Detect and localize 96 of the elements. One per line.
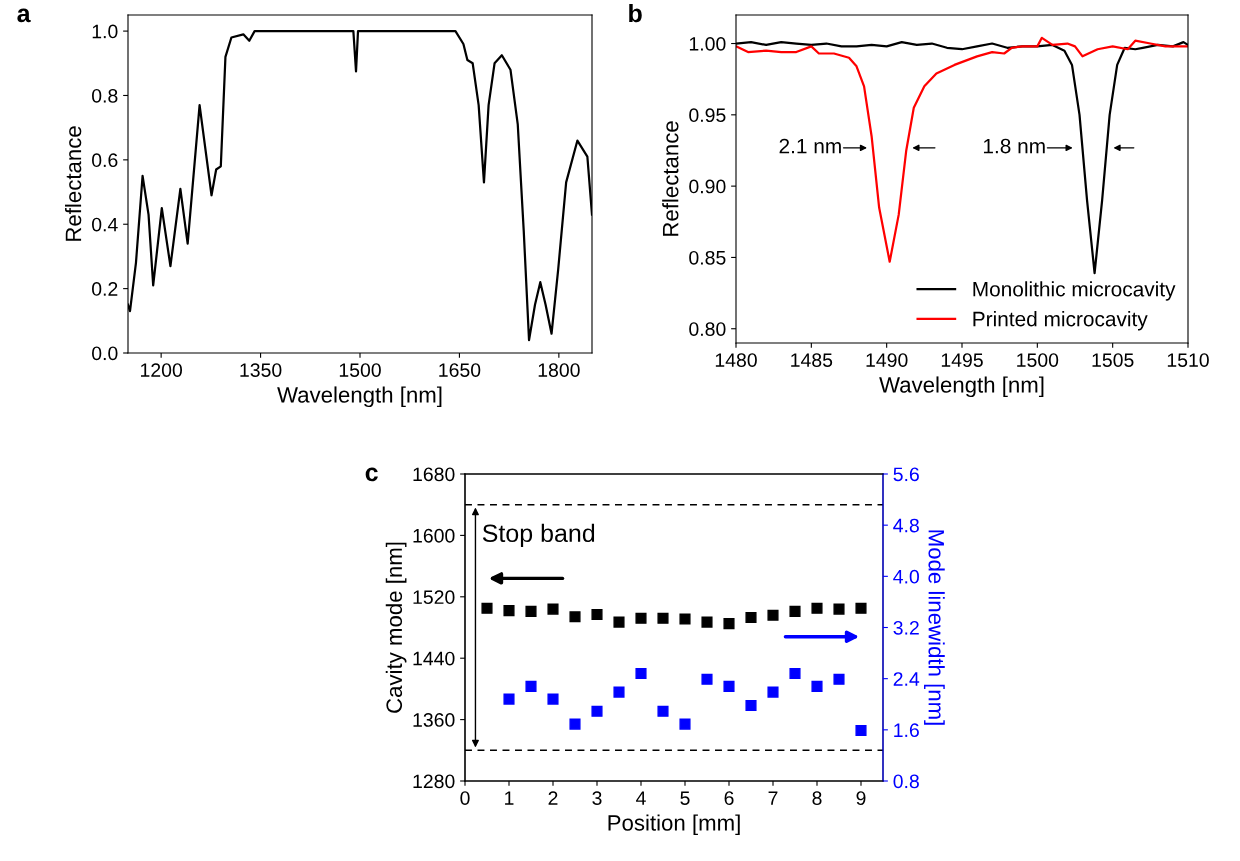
x-tick-label: 1505 <box>1092 353 1134 367</box>
y2-tick-label: 3.2 <box>893 620 919 635</box>
y2-tick-label: 4.8 <box>893 518 919 533</box>
point <box>657 705 669 717</box>
point <box>503 693 515 705</box>
y-tick-label: 0.8 <box>92 88 118 103</box>
y-tick-label: 0.85 <box>689 250 726 265</box>
y-tick-label: 1600 <box>413 528 455 543</box>
point <box>591 705 603 717</box>
point <box>789 605 801 617</box>
y-axis-title: Cavity mode [nm] <box>385 542 407 713</box>
chart-title: c <box>365 467 378 482</box>
point <box>569 611 581 623</box>
y2-tick-label: 1.6 <box>894 723 919 738</box>
point <box>503 605 515 617</box>
y-tick-label: 0.4 <box>92 217 118 232</box>
x-axis-title: Wavelength [nm] <box>879 376 1044 398</box>
y-tick-label: 1.0 <box>92 24 118 39</box>
point <box>701 616 713 628</box>
point <box>811 680 823 692</box>
y-tick-label: 1360 <box>413 713 455 727</box>
y-axis-title: Reflectance <box>64 126 82 241</box>
point <box>833 603 845 615</box>
point <box>833 673 845 685</box>
x-tick-label: 4 <box>636 791 646 805</box>
x-tick-label: 1500 <box>339 363 381 377</box>
y-tick-label: 0.80 <box>689 322 726 336</box>
x-tick-label: 1800 <box>538 363 580 377</box>
point <box>613 616 625 628</box>
x-tick-label: 3 <box>592 791 602 805</box>
point <box>613 686 625 698</box>
x-tick-label: 1485 <box>791 353 833 367</box>
annotation: Stop band <box>482 523 595 548</box>
point <box>745 699 757 712</box>
x-tick-label: 1350 <box>240 363 282 377</box>
point <box>547 693 559 705</box>
point <box>635 612 647 624</box>
x-axis-title: Wavelength [nm] <box>277 386 442 408</box>
x-tick-label: 1200 <box>141 363 183 377</box>
y-tick-label: 1440 <box>413 651 455 666</box>
x-tick-label: 1495 <box>941 353 983 367</box>
point <box>701 673 713 685</box>
point <box>767 686 779 698</box>
point <box>855 724 867 737</box>
y2-tick-label: 5.6 <box>893 467 919 482</box>
y-tick-label: 1680 <box>413 467 455 482</box>
x-axis-title: Position [mm] <box>608 814 740 836</box>
chart-title: b <box>629 3 642 23</box>
y-tick-label: 1520 <box>413 590 455 605</box>
point <box>723 680 735 692</box>
x-tick-label: 1510 <box>1167 353 1209 367</box>
x-tick-label: 1490 <box>866 353 908 367</box>
y-tick-label: 0.2 <box>92 282 118 296</box>
x-tick-label: 0 <box>460 791 470 805</box>
point <box>855 602 867 614</box>
y-tick-label: 1280 <box>413 774 455 789</box>
point <box>635 667 647 680</box>
y-tick-label: 0.90 <box>689 179 726 194</box>
x-tick-label: 5 <box>680 791 690 805</box>
point <box>767 609 779 621</box>
y2-tick-label: 4.0 <box>893 569 919 584</box>
annotation: 2.1 nm <box>779 138 841 154</box>
y2-tick-label: 0.8 <box>893 774 919 789</box>
point <box>591 608 603 621</box>
point <box>811 602 823 614</box>
y2-tick-label: 2.4 <box>893 672 920 686</box>
annotation: 1.8 nm <box>983 138 1045 154</box>
point <box>679 718 691 730</box>
y-tick-label: 0.0 <box>92 346 118 361</box>
y-tick-label: 1.00 <box>689 36 726 51</box>
point <box>481 602 493 614</box>
point <box>657 612 669 624</box>
legend-label: Monolithic microcavity <box>973 281 1176 301</box>
point <box>679 613 691 625</box>
x-tick-label: 1 <box>505 791 514 805</box>
x-tick-label: 1500 <box>1017 353 1059 367</box>
point <box>547 603 559 615</box>
x-tick-label: 6 <box>724 791 734 805</box>
point <box>723 618 735 630</box>
point <box>745 611 757 624</box>
y-tick-label: 0.95 <box>689 108 726 123</box>
point <box>569 718 581 730</box>
x-tick-label: 1480 <box>715 353 757 367</box>
y-axis-title: Reflectance <box>662 121 679 236</box>
x-tick-label: 2 <box>548 791 558 805</box>
x-tick-label: 7 <box>768 791 778 805</box>
point <box>525 680 537 692</box>
x-tick-label: 1650 <box>439 363 481 377</box>
y2-axis-title: Mode linewidth [nm] <box>924 530 945 725</box>
x-tick-label: 9 <box>856 791 866 805</box>
point <box>525 605 537 617</box>
legend-label: Printed microcavity <box>973 311 1148 331</box>
y-tick-label: 0.6 <box>92 153 118 168</box>
chart-title: a <box>17 8 31 23</box>
x-tick-label: 8 <box>812 791 822 805</box>
point <box>789 667 801 680</box>
